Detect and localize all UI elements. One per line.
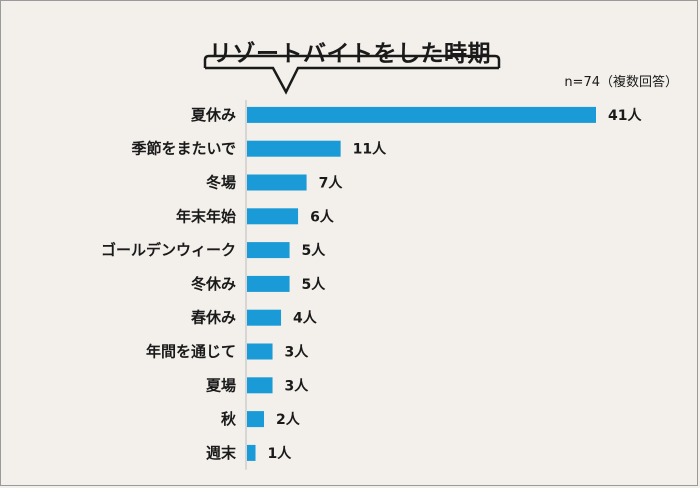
category-label: ゴールデンウィーク bbox=[101, 241, 236, 259]
bar bbox=[247, 411, 265, 428]
category-label: 週末 bbox=[206, 444, 237, 462]
bar bbox=[247, 174, 307, 191]
category-label: 秋 bbox=[221, 410, 237, 428]
bar bbox=[247, 242, 290, 259]
bar bbox=[247, 309, 282, 326]
value-label: 6人 bbox=[310, 208, 335, 225]
category-label: 年末年始 bbox=[176, 207, 236, 225]
category-label: 夏休み bbox=[190, 106, 236, 124]
title-callout: リゾートバイトをした時期 bbox=[0, 0, 700, 110]
value-label: 7人 bbox=[319, 175, 344, 192]
value-label: 2人 bbox=[276, 411, 301, 428]
value-label: 11人 bbox=[353, 141, 387, 158]
category-label: 春休み bbox=[191, 309, 236, 327]
title-bracket bbox=[203, 54, 501, 95]
category-label: 季節をまたいで bbox=[131, 140, 236, 158]
bar bbox=[247, 140, 341, 157]
value-label: 3人 bbox=[285, 344, 310, 361]
bar bbox=[247, 106, 596, 123]
value-label: 41人 bbox=[608, 107, 642, 124]
title-bracket-top bbox=[203, 54, 501, 68]
category-label: 夏場 bbox=[205, 376, 236, 394]
bars-group bbox=[247, 106, 596, 461]
bar bbox=[247, 208, 299, 225]
category-label: 年間を通じて bbox=[146, 343, 236, 361]
value-label: 4人 bbox=[293, 310, 318, 327]
category-label: 冬場 bbox=[206, 174, 236, 192]
value-label: 1人 bbox=[268, 445, 293, 462]
value-label: 5人 bbox=[302, 276, 327, 293]
sample-size-note: n=74（複数回答） bbox=[564, 75, 678, 90]
bar bbox=[247, 444, 256, 461]
value-label: 5人 bbox=[302, 242, 327, 259]
chart-title: リゾートバイトをした時期 bbox=[209, 41, 491, 67]
category-label: 冬休み bbox=[191, 275, 236, 293]
bar bbox=[247, 275, 290, 292]
value-label: 3人 bbox=[285, 377, 310, 394]
bar bbox=[247, 377, 273, 394]
title-bracket-pointer bbox=[205, 66, 499, 95]
bar bbox=[247, 343, 273, 360]
